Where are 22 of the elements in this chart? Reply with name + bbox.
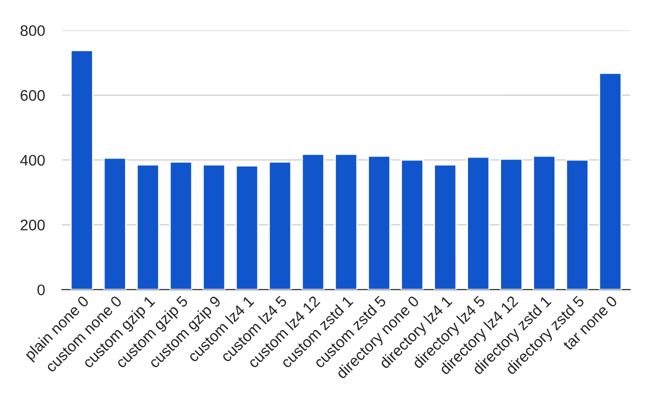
y-tick-label: 600: [20, 90, 45, 101]
bar: [598, 72, 622, 290]
bar: [301, 153, 325, 290]
bar: [103, 157, 126, 290]
bar: [70, 50, 94, 290]
bar: [268, 161, 292, 290]
bar: [566, 159, 589, 290]
bar: [466, 156, 490, 290]
bar: [434, 164, 457, 290]
bar: [532, 155, 556, 290]
bar: [334, 153, 358, 290]
bar: [169, 161, 193, 290]
bar: [136, 164, 160, 290]
y-tick-label: 400: [20, 154, 45, 166]
y-tick-label: 0: [37, 284, 45, 296]
bar: [400, 159, 424, 290]
bar: [235, 165, 259, 290]
y-tick-label: 800: [20, 25, 45, 36]
bar: [202, 164, 226, 290]
bar: [368, 155, 391, 290]
bar: [500, 158, 523, 290]
y-tick-label: 200: [20, 220, 45, 230]
